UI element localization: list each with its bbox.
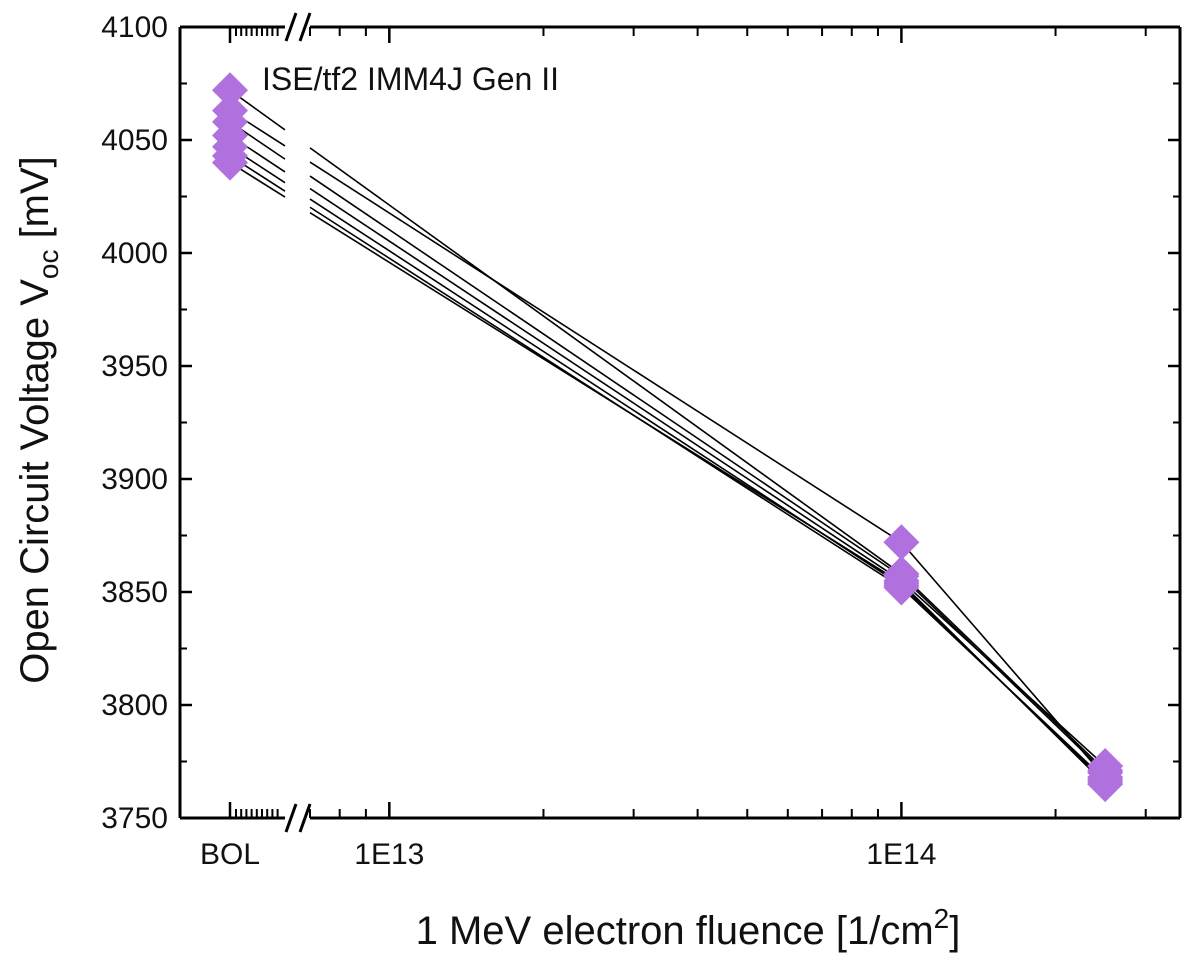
x-axis-label-end: ] — [949, 909, 960, 953]
y-tick-label: 3800 — [101, 689, 168, 722]
data-point-marker — [883, 524, 920, 561]
x-axis-label-main: 1 MeV electron fluence [1/cm — [416, 909, 934, 953]
series-line — [309, 187, 902, 582]
axis-break-mark-top — [298, 12, 312, 42]
series-line — [309, 161, 902, 543]
axis-break-mark-bottom — [298, 803, 312, 833]
y-tick-label: 3750 — [101, 802, 168, 835]
data-point-marker — [1087, 766, 1124, 803]
data-point-marker — [212, 144, 248, 181]
series-lines — [229, 89, 1106, 785]
chart-annotation: ISE/tf2 IMM4J Gen II — [262, 61, 559, 97]
series-line — [309, 175, 902, 577]
series-line — [900, 580, 1106, 767]
y-axis-label-end: [mV] — [13, 156, 57, 249]
series-line — [900, 582, 1106, 785]
series-line — [309, 212, 902, 584]
y-axis-label-sub: oc — [33, 250, 64, 280]
series-markers — [212, 72, 1124, 803]
y-tick-label: 3850 — [101, 576, 168, 609]
y-tick-label: 3950 — [101, 350, 168, 383]
axis-break-mark-top — [284, 12, 298, 42]
x-axis-label: 1 MeV electron fluence [1/cm2] — [416, 903, 961, 953]
series-line — [900, 575, 1106, 774]
y-axis-label-main: Open Circuit Voltage V — [13, 279, 57, 684]
x-tick-label: 1E13 — [354, 838, 424, 871]
data-point-marker — [212, 72, 248, 109]
series-line — [900, 541, 1106, 778]
tick-labels: 3750 3800 3850 3900 3950 4000 4050 4100 BOL 1E13 1… — [101, 11, 936, 871]
data-point-marker — [883, 564, 920, 601]
x-tick-label: 1E14 — [866, 838, 936, 871]
plot-frame — [178, 12, 1182, 833]
series-line — [309, 147, 902, 575]
x-tick-label: BOL — [200, 838, 260, 871]
x-axis-label-sup: 2 — [934, 903, 950, 934]
y-tick-label: 4000 — [101, 237, 168, 270]
y-tick-label: 4100 — [101, 11, 168, 44]
y-axis-label: Open Circuit Voltage Voc [mV] — [13, 156, 64, 684]
y-tick-label: 3900 — [101, 463, 168, 496]
axis-break-mark-bottom — [284, 803, 298, 833]
y-tick-label: 4050 — [101, 124, 168, 157]
